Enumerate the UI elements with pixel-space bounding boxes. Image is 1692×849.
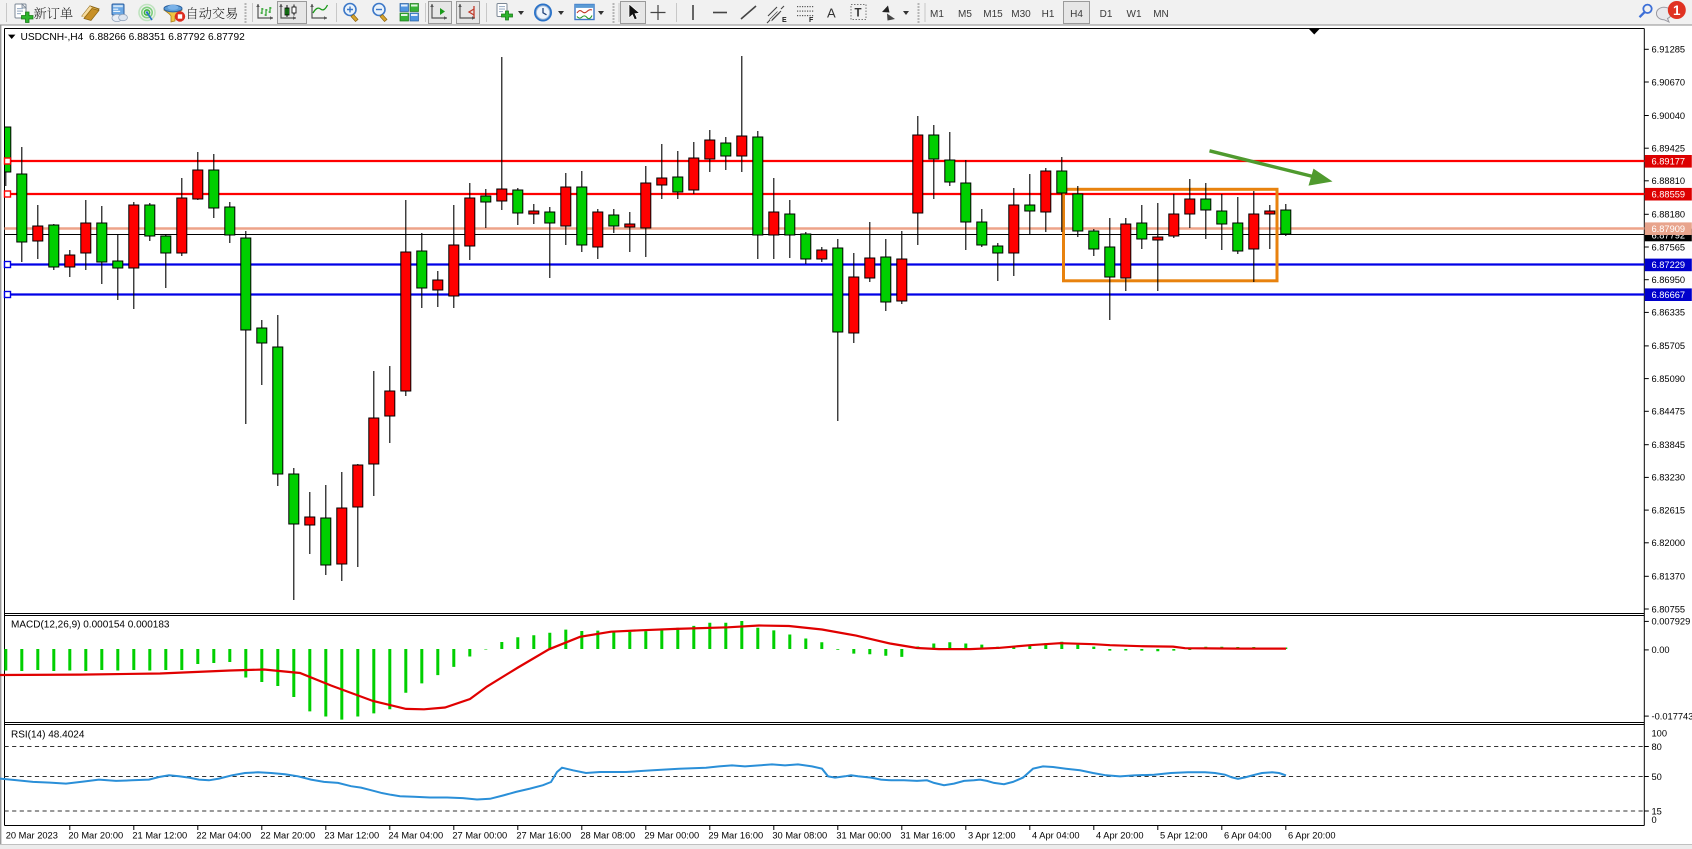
svg-text:4 Apr 04:00: 4 Apr 04:00 — [1032, 831, 1080, 841]
svg-text:6.85090: 6.85090 — [1652, 374, 1686, 384]
svg-text:-0.017743: -0.017743 — [1652, 711, 1692, 721]
svg-text:100: 100 — [1652, 728, 1668, 738]
svg-text:D1: D1 — [1100, 9, 1113, 20]
svg-text:M15: M15 — [983, 9, 1003, 20]
svg-text:6.81370: 6.81370 — [1652, 572, 1686, 582]
svg-text:20 Mar 20:00: 20 Mar 20:00 — [68, 831, 123, 841]
svg-text:6.87565: 6.87565 — [1652, 242, 1686, 252]
svg-text:80: 80 — [1652, 742, 1662, 752]
svg-text:6.89177: 6.89177 — [1652, 157, 1686, 167]
svg-text:M30: M30 — [1011, 9, 1031, 20]
svg-text:27 Mar 16:00: 27 Mar 16:00 — [516, 831, 571, 841]
svg-text:A: A — [827, 6, 836, 21]
svg-text:1: 1 — [1673, 3, 1681, 18]
svg-text:23 Mar 12:00: 23 Mar 12:00 — [324, 831, 379, 841]
svg-text:21 Mar 12:00: 21 Mar 12:00 — [132, 831, 187, 841]
svg-text:3 Apr 12:00: 3 Apr 12:00 — [968, 831, 1016, 841]
svg-text:20 Mar 2023: 20 Mar 2023 — [6, 831, 58, 841]
svg-text:6.88810: 6.88810 — [1652, 176, 1686, 186]
svg-text:6.82615: 6.82615 — [1652, 505, 1686, 515]
svg-text:H4: H4 — [1070, 9, 1083, 20]
svg-text:50: 50 — [1652, 772, 1662, 782]
svg-text:F: F — [809, 17, 814, 24]
svg-text:6.88180: 6.88180 — [1652, 210, 1686, 220]
svg-text:6.86950: 6.86950 — [1652, 275, 1686, 285]
svg-text:MACD(12,26,9) 0.000154 0.00018: MACD(12,26,9) 0.000154 0.000183 — [11, 620, 170, 631]
svg-text:5 Apr 12:00: 5 Apr 12:00 — [1160, 831, 1208, 841]
svg-text:6.85705: 6.85705 — [1652, 341, 1686, 351]
svg-text:29 Mar 00:00: 29 Mar 00:00 — [644, 831, 699, 841]
svg-text:31 Mar 16:00: 31 Mar 16:00 — [900, 831, 955, 841]
svg-text:USDCNH-,H4 6.88266 6.88351 6.: USDCNH-,H4 6.88266 6.88351 6.87792 6.877… — [21, 32, 246, 43]
svg-text:4 Apr 20:00: 4 Apr 20:00 — [1096, 831, 1144, 841]
svg-text:6.83230: 6.83230 — [1652, 473, 1686, 483]
svg-text:6 Apr 04:00: 6 Apr 04:00 — [1224, 831, 1272, 841]
svg-text:H1: H1 — [1042, 9, 1055, 20]
svg-text:6.88559: 6.88559 — [1652, 190, 1686, 200]
svg-text:28 Mar 08:00: 28 Mar 08:00 — [580, 831, 635, 841]
svg-text:6.87792: 6.87792 — [1652, 230, 1686, 240]
svg-text:6.86667: 6.86667 — [1652, 290, 1686, 300]
svg-text:M1: M1 — [930, 9, 944, 20]
svg-text:6.90670: 6.90670 — [1652, 77, 1686, 87]
svg-text:6.82000: 6.82000 — [1652, 538, 1686, 548]
svg-text:22 Mar 20:00: 22 Mar 20:00 — [260, 831, 315, 841]
svg-text:0.007929: 0.007929 — [1652, 617, 1691, 627]
svg-text:22 Mar 04:00: 22 Mar 04:00 — [196, 831, 251, 841]
svg-text:31 Mar 00:00: 31 Mar 00:00 — [836, 831, 891, 841]
svg-text:27 Mar 00:00: 27 Mar 00:00 — [452, 831, 507, 841]
svg-text:RSI(14) 48.4024: RSI(14) 48.4024 — [11, 730, 85, 741]
svg-text:E: E — [782, 17, 787, 24]
svg-text:6.80755: 6.80755 — [1652, 604, 1686, 614]
svg-text:6.86335: 6.86335 — [1652, 308, 1686, 318]
svg-text:T: T — [855, 8, 862, 20]
svg-text:6.87909: 6.87909 — [1652, 224, 1686, 234]
svg-text:W1: W1 — [1127, 9, 1142, 20]
svg-text:6 Apr 20:00: 6 Apr 20:00 — [1288, 831, 1336, 841]
svg-text:0: 0 — [1652, 815, 1657, 825]
svg-text:0.00: 0.00 — [1652, 645, 1670, 655]
svg-text:29 Mar 16:00: 29 Mar 16:00 — [708, 831, 763, 841]
svg-text:24 Mar 04:00: 24 Mar 04:00 — [388, 831, 443, 841]
svg-text:6.89425: 6.89425 — [1652, 144, 1686, 154]
svg-text:6.91285: 6.91285 — [1652, 45, 1686, 55]
svg-text:15: 15 — [1652, 806, 1662, 816]
svg-text:6.90040: 6.90040 — [1652, 111, 1686, 121]
svg-text:6.83845: 6.83845 — [1652, 440, 1686, 450]
svg-text:M5: M5 — [958, 9, 972, 20]
svg-text:6.87229: 6.87229 — [1652, 260, 1686, 270]
svg-text:6.84475: 6.84475 — [1652, 407, 1686, 417]
svg-text:MN: MN — [1153, 9, 1169, 20]
svg-text:30 Mar 08:00: 30 Mar 08:00 — [772, 831, 827, 841]
